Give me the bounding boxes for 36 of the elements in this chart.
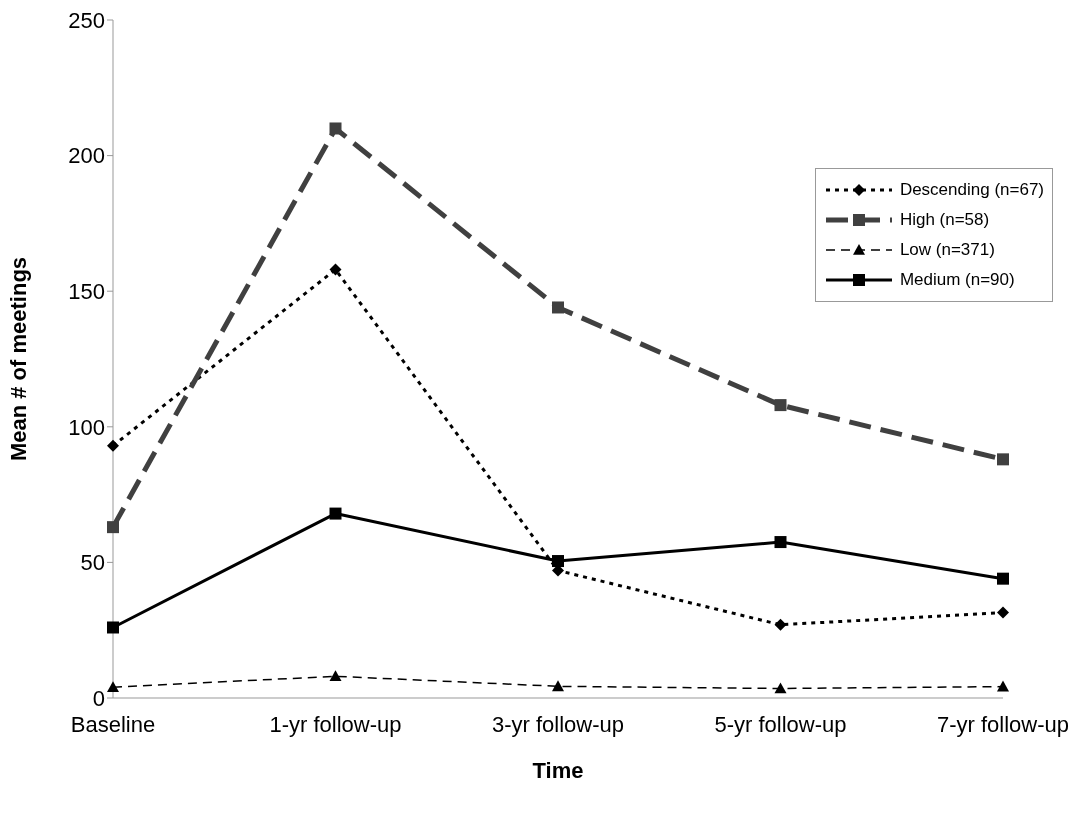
point (997, 680, 1009, 692)
point (107, 621, 119, 634)
y-tick-label: 250 (68, 7, 105, 33)
y-tick-label: 200 (68, 143, 105, 169)
point (774, 536, 787, 549)
x-tick-label: 3-yr follow-up (491, 711, 625, 737)
point (107, 439, 119, 452)
x-axis-title: Time (532, 758, 584, 783)
point (552, 680, 564, 692)
point (997, 572, 1009, 585)
x-tick-label: 1-yr follow-up (269, 711, 402, 737)
y-tick-label: 50 (80, 550, 105, 576)
point (774, 399, 787, 412)
point (552, 301, 564, 314)
point (329, 507, 342, 520)
y-tick-label: 0 (92, 685, 105, 711)
point (329, 263, 342, 276)
y-tick-label: 150 (68, 279, 105, 305)
point (774, 618, 787, 631)
legend-label: Medium (n=90) (899, 270, 1015, 290)
point (107, 521, 119, 534)
y-tick-label: 100 (68, 414, 105, 440)
legend-label: Descending (n=67) (899, 180, 1044, 200)
point (552, 555, 564, 568)
point (997, 606, 1009, 619)
point (329, 122, 342, 135)
x-tick-label: 7-yr follow-up (936, 711, 1070, 737)
point (107, 681, 119, 692)
y-axis-title: Mean # of meetings (5, 256, 31, 462)
point (997, 453, 1009, 466)
x-tick-label: 5-yr follow-up (714, 711, 847, 737)
legend-label: Low (n=371) (899, 240, 995, 260)
point (774, 682, 787, 694)
x-tick-label: Baseline (70, 711, 156, 737)
point (329, 670, 342, 682)
legend-label: High (n=58) (899, 210, 990, 230)
